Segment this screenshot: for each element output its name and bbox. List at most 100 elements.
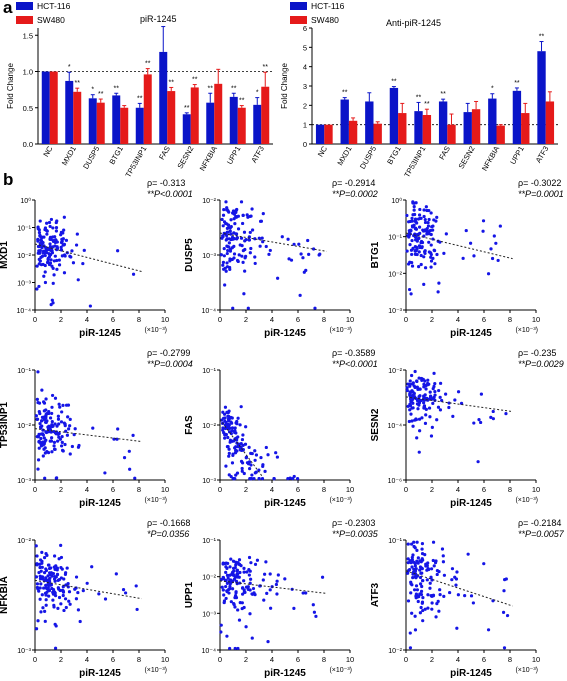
scatter-point	[34, 627, 39, 631]
scatter-point	[233, 477, 237, 481]
scatter-x-tick-label: 4	[270, 485, 274, 494]
scatter-point	[410, 238, 414, 243]
scatter-point	[423, 421, 428, 425]
bar-hct-116-atf3	[253, 104, 262, 144]
scatter-point	[455, 626, 459, 630]
scatter-point	[54, 229, 59, 233]
scatter-point	[45, 229, 49, 233]
scatter-point	[45, 232, 49, 236]
scatter-point	[228, 440, 232, 444]
scatter-point	[61, 403, 65, 407]
scatter-point	[420, 378, 424, 383]
scatter-point	[39, 610, 43, 614]
scatter-point	[234, 473, 238, 477]
scatter-point	[434, 219, 438, 223]
scatter-point	[241, 213, 245, 217]
scatter-point	[422, 250, 427, 254]
scatter-point	[60, 448, 65, 452]
scatter-point	[52, 273, 56, 277]
scatter-point	[247, 555, 252, 560]
scatter-point	[229, 415, 233, 420]
p-value: **P=0.0002	[332, 189, 378, 199]
scatter-point	[54, 476, 58, 480]
scatter-point	[491, 417, 495, 421]
scatter-x-tick-label: 10	[346, 655, 354, 664]
scatter-point	[56, 417, 61, 421]
scatter-point	[250, 636, 254, 640]
legend-label: SW480	[37, 15, 65, 25]
bar-sw480-tp53inp1	[422, 115, 432, 144]
rho-value: ρ= -0.3589	[332, 348, 375, 358]
scatter-point	[237, 618, 242, 622]
scatter-point	[54, 226, 59, 230]
scatter-point	[51, 588, 56, 592]
scatter-point	[50, 436, 54, 440]
scatter-point	[424, 205, 428, 209]
scatter-point	[431, 387, 435, 391]
scatter-x-tick-label: 4	[456, 315, 460, 324]
significance-mark: **	[342, 90, 348, 97]
scatter-point	[38, 597, 42, 601]
scatter-point	[420, 601, 424, 605]
scatter-point	[469, 594, 474, 598]
scatter-point	[472, 254, 476, 258]
scatter-point	[423, 266, 428, 270]
scatter-x-axis-label: piR-1245	[450, 328, 492, 339]
scatter-point	[406, 599, 411, 603]
scatter-point	[223, 423, 228, 427]
scatter-point	[44, 567, 48, 571]
scatter-point	[464, 228, 468, 233]
scatter-point	[253, 458, 257, 462]
scatter-point	[128, 467, 132, 471]
scatter-point	[38, 577, 43, 581]
scatter-point	[409, 248, 414, 252]
scatter-point	[440, 547, 445, 551]
bar-y-tick-label: 1.0	[23, 68, 33, 77]
scatter-point	[55, 240, 59, 244]
scatter-point	[227, 587, 231, 592]
scatter-point	[232, 212, 236, 216]
scatter-point	[405, 249, 409, 253]
scatter-point	[39, 582, 43, 586]
scatter-point	[264, 445, 268, 450]
scatter-point	[432, 564, 436, 568]
scatter-point	[68, 602, 72, 606]
significance-mark: **	[208, 85, 214, 92]
scatter-x-axis-label: piR-1245	[79, 668, 121, 679]
significance-mark: **	[169, 79, 175, 86]
scatter-point	[51, 266, 55, 270]
scatter-point	[225, 208, 229, 212]
scatter-point	[417, 395, 421, 399]
scatter-point	[418, 207, 422, 212]
scatter-point	[433, 382, 437, 386]
scatter-point	[254, 453, 259, 457]
scatter-point	[417, 376, 421, 380]
scatter-point	[225, 251, 229, 256]
scatter-point	[426, 381, 430, 386]
bar-sw480-btg1	[398, 113, 407, 144]
scatter-x-unit: (×10⁻³)	[329, 667, 352, 674]
bar-sw480-mxd1	[348, 120, 358, 144]
scatter-y-tick-label: 10⁻⁶	[388, 478, 402, 485]
scatter-point	[240, 601, 244, 605]
scatter-point	[408, 646, 413, 650]
scatter-point	[233, 430, 237, 435]
scatter-point	[407, 229, 411, 233]
scatter-point	[265, 591, 269, 595]
scatter-point	[227, 451, 231, 455]
scatter-y-tick-label: 10⁻³	[202, 478, 216, 485]
scatter-point	[73, 427, 77, 431]
scatter-x-axis-label: piR-1245	[79, 498, 121, 509]
scatter-point	[235, 237, 239, 241]
bar-hct-116-fas	[438, 101, 448, 144]
scatter-x-tick-label: 2	[59, 315, 63, 324]
scatter-point	[416, 407, 420, 411]
scatter-point	[224, 570, 228, 574]
scatter-point	[43, 280, 48, 285]
scatter-point	[223, 436, 227, 440]
scatter-point	[313, 306, 317, 310]
scatter-point	[35, 287, 39, 291]
scatter-point	[61, 593, 65, 598]
bar-category-label: SESN2	[175, 145, 195, 171]
scatter-point	[413, 628, 418, 632]
